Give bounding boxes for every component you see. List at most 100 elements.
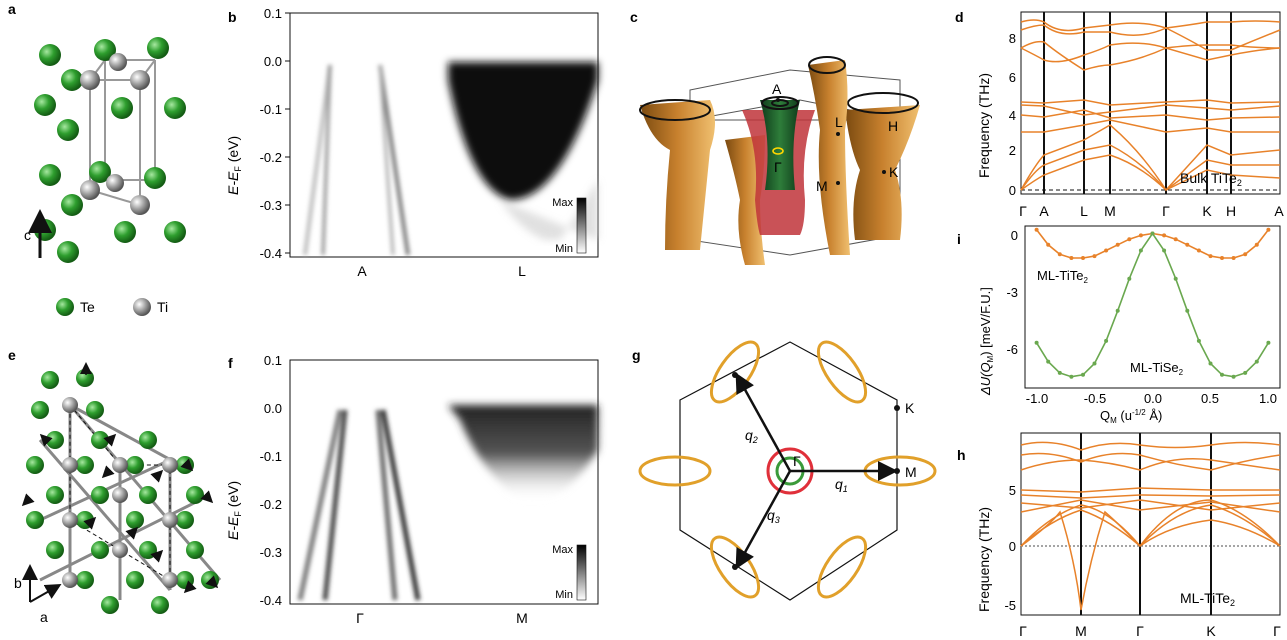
arpes-electron-pocket-M [448, 405, 598, 502]
f-ylabel: E-EF (eV) [225, 481, 243, 540]
f-colorbar [576, 544, 587, 601]
i-data-point [1231, 256, 1236, 260]
fermi-surface-pocket [725, 135, 765, 265]
i-data-point [1196, 338, 1201, 343]
g-point-Gamma: Γ [793, 453, 801, 469]
fermi-surface-pocket [640, 100, 715, 250]
b-ylabel: E-EF (eV) [225, 136, 243, 195]
f-ytick: -0.4 [260, 593, 282, 608]
c-point-H: H [888, 118, 898, 134]
i-data-point [1208, 361, 1213, 366]
i-xtick: 0.5 [1201, 391, 1219, 406]
arpes-electron-pocket-L [448, 62, 598, 200]
panel-a: a c Te Ti [8, 1, 186, 316]
a-axis-label: a [40, 609, 48, 625]
f-ytick: 0.0 [264, 401, 282, 416]
d-label: Bulk TiTe2 [1180, 170, 1242, 188]
c-point-Gamma: Γ [774, 159, 782, 175]
i-data-point [1127, 276, 1132, 281]
electron-pockets [638, 340, 937, 599]
h-high-symmetry-lines [1080, 433, 1212, 615]
i-data-point [1057, 252, 1062, 257]
b-ytick: 0.0 [264, 54, 282, 69]
b-colorbar [576, 197, 587, 254]
d-xtick: M [1104, 203, 1116, 219]
te-atoms [34, 37, 186, 263]
legend-te-label: Te [80, 299, 95, 315]
i-data-point [1127, 237, 1132, 242]
b-colorbar-min: Min [555, 243, 573, 255]
d-ytick: 2 [1009, 143, 1016, 158]
i-data-point [1046, 242, 1051, 247]
i-yticks: 0 -3 -6 [1006, 228, 1018, 357]
arpes-bands-A [303, 64, 410, 256]
d-ytick: 6 [1009, 70, 1016, 85]
h-xticks: Γ M Γ K Γ [1019, 623, 1281, 639]
hole-pocket-green [760, 100, 800, 190]
panel-letter-e: e [8, 347, 16, 363]
i-data-point [1173, 237, 1178, 242]
panel-letter-b: b [228, 9, 237, 25]
i-data-point [1138, 233, 1143, 238]
d-ytick: 8 [1009, 31, 1016, 46]
panel-b: b 0.1 0.0 -0.1 -0.2 -0.3 -0.4 E-EF (eV) … [225, 6, 599, 279]
i-data-point [1104, 338, 1109, 343]
i-data-point [1208, 254, 1213, 259]
te-atoms-top [26, 369, 219, 614]
c-point-M: M [816, 178, 828, 194]
h-ylabel: Frequency (THz) [976, 507, 992, 612]
a-axis-arrow [29, 584, 62, 603]
d-xtick: A [1039, 203, 1049, 219]
f-colorbar-max: Max [552, 544, 573, 556]
panel-letter-c: c [630, 9, 638, 25]
h-xtick: Γ [1273, 623, 1281, 639]
f-colorbar-min: Min [555, 589, 573, 601]
d-xtick: A [1274, 203, 1284, 219]
i-xtick: 1.0 [1259, 391, 1277, 406]
h-plot-frame [1020, 432, 1281, 616]
f-yticks: 0.1 0.0 -0.1 -0.2 -0.3 -0.4 [260, 353, 282, 608]
i-data-point [1081, 256, 1085, 260]
i-ylabel: ΔU(QM) [meV/F.U.] [978, 287, 995, 396]
i-data-point [1220, 372, 1224, 377]
legend-ti-swatch [133, 298, 151, 316]
i-series-label-tise2: ML-TiSe2 [1130, 360, 1184, 377]
i-data-point [1138, 248, 1143, 253]
b-ytick: -0.3 [260, 198, 282, 213]
i-data-point [1243, 252, 1248, 257]
i-data-point [1104, 248, 1109, 253]
i-data-point [1162, 233, 1167, 238]
d-xticks: Γ A L M Γ K H A [1019, 203, 1284, 219]
panel-f: f 0.1 0.0 -0.1 -0.2 -0.3 -0.4 E-EF (eV) … [225, 353, 599, 626]
i-data-point [1196, 248, 1201, 253]
i-data-point [1115, 308, 1120, 313]
c-axis-label: c [24, 227, 31, 243]
panel-c: c A L H Γ M K [630, 9, 920, 265]
d-xtick: H [1226, 203, 1236, 219]
b-ytick: -0.2 [260, 150, 282, 165]
c-point-L: L [835, 114, 843, 130]
panel-letter-f: f [228, 355, 233, 371]
panel-g: g Γ M K q1 q2 q3 [632, 340, 937, 601]
ti-atoms [80, 53, 150, 215]
i-xlabel: QM (u-1/2 Å) [1100, 408, 1162, 425]
arpes-bands-Gamma [297, 409, 421, 601]
i-data-point [1254, 359, 1259, 364]
panel-letter-g: g [632, 347, 641, 363]
i-data-point [1092, 254, 1097, 259]
i-xtick: -1.0 [1026, 391, 1048, 406]
ti-atoms-top [62, 397, 178, 588]
panel-letter-i: i [957, 231, 961, 247]
i-data-point [1231, 374, 1236, 379]
i-data-point [1173, 276, 1178, 281]
b-colorbar-max: Max [552, 197, 573, 209]
panel-e: e [8, 347, 222, 625]
panel-d: d 0 2 4 6 8 Frequency (THz) [955, 9, 1284, 219]
i-data-point [1057, 370, 1062, 375]
f-xtick-Gamma: Γ [356, 610, 364, 626]
g-point-M: M [905, 464, 917, 480]
i-data-point [1220, 256, 1224, 260]
i-data-point [1069, 374, 1074, 379]
b-xtick-A: A [357, 263, 367, 279]
